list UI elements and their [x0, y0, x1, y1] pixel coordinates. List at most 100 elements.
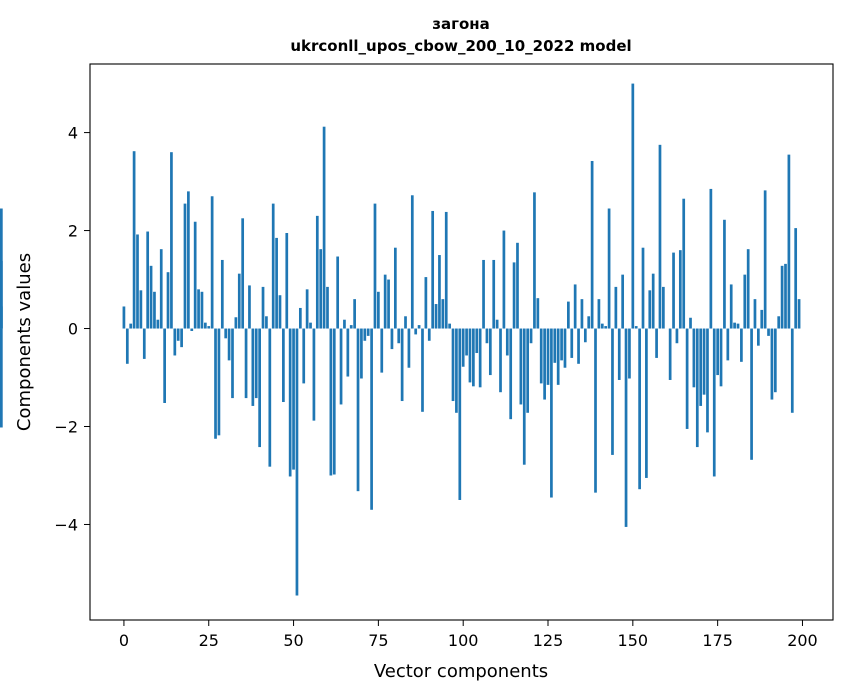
bar [207, 326, 211, 329]
bar [346, 328, 350, 377]
bar [231, 328, 234, 399]
bar [397, 328, 401, 344]
bar [197, 289, 200, 329]
bar [248, 285, 251, 329]
bar [709, 188, 713, 329]
bar [784, 263, 787, 329]
bar [790, 328, 794, 413]
bar [455, 328, 458, 413]
bar [553, 328, 557, 363]
bar [614, 286, 618, 329]
bar [526, 328, 530, 413]
bar [587, 316, 591, 329]
bar [183, 203, 187, 329]
bar [187, 191, 190, 329]
bar [706, 328, 709, 433]
bar [224, 328, 228, 339]
bar [180, 328, 183, 348]
bar [658, 144, 662, 329]
bar [265, 316, 268, 329]
bar [434, 304, 438, 329]
bar [353, 299, 356, 329]
bar [170, 152, 173, 329]
bar [136, 234, 139, 329]
bar [173, 328, 177, 356]
bar [153, 291, 156, 329]
bar [366, 328, 370, 336]
bar [241, 218, 245, 329]
bar [577, 328, 580, 364]
bar [583, 328, 587, 343]
bar [336, 256, 340, 329]
bar [560, 328, 563, 361]
bar [533, 192, 536, 329]
x-tick-label: 125 [533, 631, 564, 650]
bar [227, 328, 231, 361]
bar [495, 319, 499, 329]
bar [689, 317, 692, 329]
bar [767, 328, 770, 336]
bar [702, 328, 706, 395]
bar [339, 328, 343, 405]
bar [363, 328, 367, 341]
bar [482, 259, 485, 329]
bar [322, 126, 326, 329]
bar [505, 328, 509, 356]
bar [390, 328, 394, 350]
bar [794, 228, 798, 329]
bar [550, 328, 553, 498]
bar [156, 319, 160, 329]
y-tick-label: 2 [68, 222, 78, 241]
bar [512, 262, 516, 329]
bar [539, 328, 543, 384]
bar [573, 284, 577, 329]
bar [441, 299, 445, 329]
bar [488, 328, 492, 376]
bar [787, 154, 791, 329]
bar [159, 249, 163, 329]
bar [214, 328, 217, 439]
bar [234, 317, 238, 329]
bar [475, 328, 479, 354]
bar [485, 328, 489, 344]
y-tick-label: −4 [54, 515, 78, 534]
bar [329, 328, 333, 476]
bar [621, 274, 625, 329]
bar [163, 328, 166, 403]
bar [356, 328, 360, 492]
bar [655, 328, 658, 358]
bar [519, 328, 523, 405]
x-tick-label: 0 [119, 631, 129, 650]
bar [139, 290, 143, 329]
bar [288, 328, 292, 477]
bar [387, 279, 390, 329]
bar [543, 328, 546, 400]
bar [295, 328, 299, 596]
bar [421, 328, 424, 412]
bar [193, 221, 197, 329]
bar [417, 325, 421, 329]
bar [529, 328, 533, 344]
bar [634, 326, 638, 329]
chart-title: загона [432, 15, 489, 33]
bar [407, 328, 411, 368]
bar [258, 328, 261, 448]
y-tick-label: 4 [68, 124, 78, 143]
bar [607, 208, 611, 329]
x-tick-label: 75 [368, 631, 388, 650]
bar [203, 322, 207, 329]
bar [675, 328, 679, 344]
bar [478, 328, 482, 388]
bar [393, 247, 397, 329]
x-tick-label: 50 [283, 631, 303, 650]
y-axis-ticks: −4 −2 0 2 4 [54, 124, 90, 534]
bar [129, 323, 133, 329]
bar [370, 328, 373, 510]
bar [624, 328, 628, 527]
bar [268, 328, 272, 467]
bar [668, 328, 672, 380]
bar [678, 250, 682, 329]
bar [604, 326, 608, 329]
bar [244, 328, 248, 399]
bar [522, 328, 526, 465]
